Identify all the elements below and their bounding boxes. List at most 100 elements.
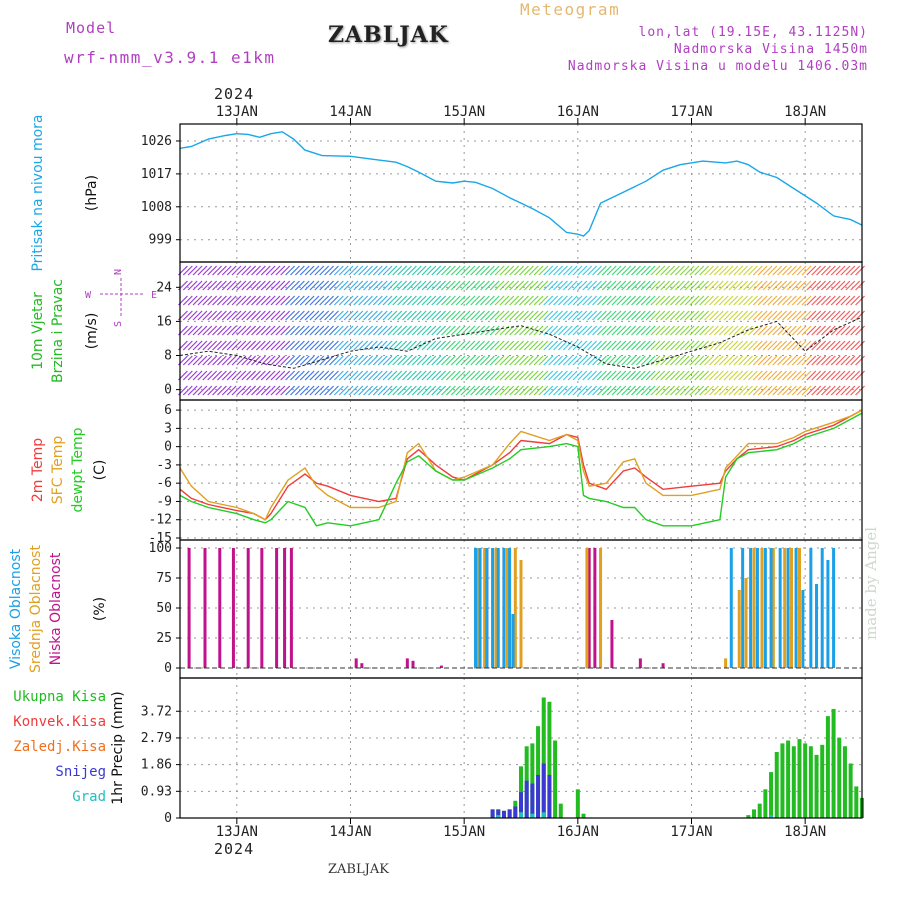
- wind-barb: [509, 385, 520, 396]
- wind-barb: [845, 340, 856, 351]
- wind-barb: [406, 310, 417, 321]
- wind-barb: [460, 385, 471, 396]
- wind-barb: [484, 325, 495, 336]
- wind-barb: [626, 310, 637, 321]
- wind-barb: [616, 370, 627, 381]
- wind-barb: [752, 340, 763, 351]
- wind-barb: [816, 340, 827, 351]
- wind-barb: [363, 280, 373, 291]
- wind-barb: [480, 295, 490, 306]
- wind-barb: [757, 355, 768, 366]
- wind-barb: [665, 295, 676, 306]
- wind-barb: [777, 295, 788, 306]
- y-tick-label: -9: [156, 494, 172, 509]
- series-line: [179, 409, 863, 521]
- wind-barb: [723, 325, 734, 336]
- wind-barb: [324, 370, 335, 381]
- wind-barb: [567, 370, 578, 381]
- wind-barb: [402, 370, 412, 381]
- wind-barb: [616, 325, 627, 336]
- wind-barb: [786, 280, 797, 291]
- wind-barb: [757, 325, 768, 336]
- wind-barb: [260, 355, 271, 366]
- bar: [801, 590, 805, 668]
- wind-barb: [494, 325, 505, 336]
- wind-barb: [304, 325, 315, 336]
- wind-barb: [543, 280, 554, 291]
- wind-barb: [231, 340, 242, 351]
- wind-barb: [290, 370, 300, 381]
- wind-barb: [314, 310, 325, 321]
- wind-barb: [645, 370, 656, 381]
- wind-barb: [519, 370, 529, 381]
- compass-w: W: [85, 290, 92, 301]
- wind-barb: [723, 385, 734, 396]
- wind-barb: [762, 340, 773, 351]
- wind-barb: [548, 295, 559, 306]
- wind-barb: [182, 265, 193, 276]
- wind-barb: [592, 280, 602, 291]
- wind-barb: [333, 325, 344, 336]
- wind-barb: [767, 385, 778, 396]
- wind-barb: [455, 310, 466, 321]
- wind-barb: [645, 310, 656, 321]
- wind-barb: [631, 385, 641, 396]
- wind-barb: [499, 310, 510, 321]
- wind-barb: [216, 385, 227, 396]
- wind-barb: [304, 295, 315, 306]
- wind-barb: [572, 295, 583, 306]
- wind-barb: [694, 340, 705, 351]
- wind-barb: [801, 295, 812, 306]
- wind-barb: [465, 310, 476, 321]
- wind-barb: [777, 310, 788, 321]
- wind-barb: [445, 385, 456, 396]
- wind-barb: [723, 370, 734, 381]
- wind-barb: [728, 265, 739, 276]
- y-tick-label: 0: [164, 811, 172, 826]
- wind-barb: [601, 325, 612, 336]
- wind-barb: [548, 325, 559, 336]
- wind-barb: [411, 265, 422, 276]
- wind-barb: [275, 385, 286, 396]
- wind-barb: [708, 355, 719, 366]
- wind-barb: [757, 385, 768, 396]
- wind-barb: [455, 280, 466, 291]
- wind-barb: [416, 265, 427, 276]
- panel-temp: [176, 399, 863, 541]
- wind-barb: [845, 265, 856, 276]
- wind-barb: [592, 340, 602, 351]
- wind-barb: [611, 310, 622, 321]
- wind-barb: [226, 385, 237, 396]
- wind-barb: [387, 325, 398, 336]
- wind-barb: [611, 355, 622, 366]
- bar: [814, 754, 819, 818]
- wind-barb: [465, 340, 476, 351]
- wind-barb: [728, 280, 739, 291]
- wind-barb: [743, 355, 753, 366]
- wind-barb: [455, 325, 466, 336]
- wind-barb: [450, 310, 461, 321]
- wind-barb: [606, 265, 617, 276]
- wind-barb: [655, 385, 666, 396]
- wind-barb: [406, 265, 417, 276]
- panel-frame: [179, 123, 863, 263]
- wind-barb: [762, 310, 773, 321]
- wind-barb: [392, 265, 403, 276]
- wind-barb: [431, 370, 442, 381]
- wind-barb: [416, 340, 427, 351]
- wind-barb: [275, 355, 286, 366]
- wind-barb: [533, 280, 544, 291]
- wind-barb: [738, 280, 749, 291]
- wind-barb: [587, 325, 598, 336]
- wind-barb: [367, 310, 378, 321]
- wind-barb: [543, 340, 554, 351]
- wind-barb: [377, 265, 388, 276]
- wind-barb: [567, 340, 578, 351]
- bar: [749, 548, 753, 668]
- wind-barb: [475, 385, 486, 396]
- wind-barb: [402, 355, 412, 366]
- wind-barb: [226, 370, 237, 381]
- wind-barb: [650, 355, 661, 366]
- wind-barb: [689, 295, 700, 306]
- wind-barb: [450, 295, 461, 306]
